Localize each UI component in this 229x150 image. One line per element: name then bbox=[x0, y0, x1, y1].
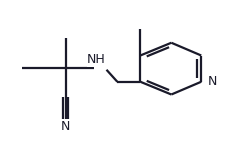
Text: N: N bbox=[61, 120, 70, 133]
Text: NH: NH bbox=[87, 54, 106, 66]
Text: N: N bbox=[207, 75, 216, 88]
